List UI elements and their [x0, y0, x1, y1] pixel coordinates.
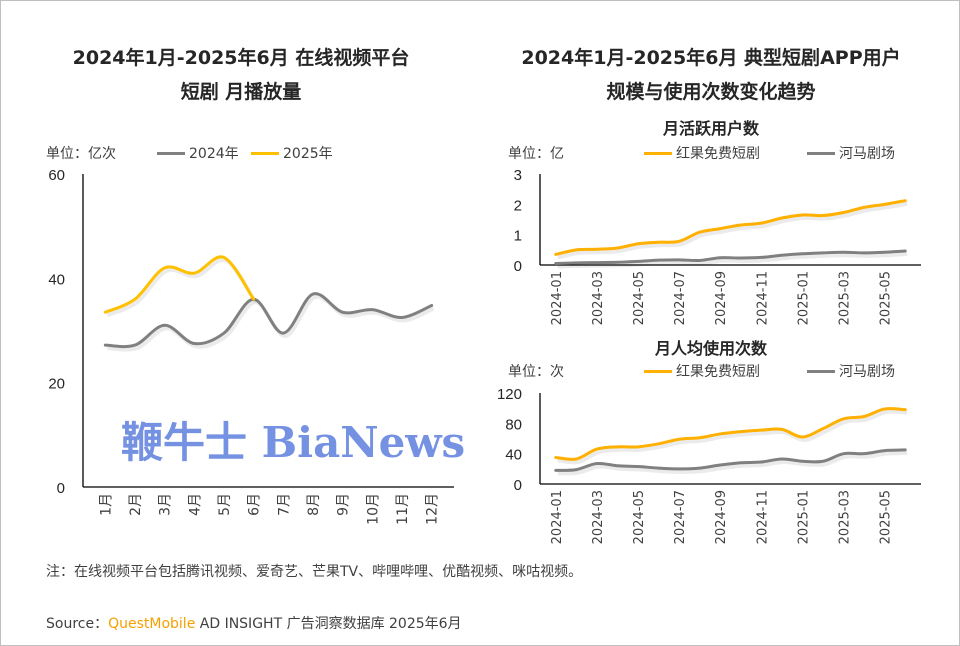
x-tick-label: 2025-03 — [838, 271, 853, 325]
series-line-shadow — [107, 294, 435, 352]
x-tick-label: 2025-05 — [879, 271, 894, 325]
series-line-河马剧场 — [554, 249, 907, 265]
series-line-红果免费短剧 — [554, 407, 907, 461]
mau-unit-label: 单位：亿 — [508, 146, 564, 162]
x-tick-label: 12月 — [425, 493, 441, 525]
right-title-line1: 2024年1月-2025年6月 典型短剧APP用户 — [521, 47, 901, 69]
series-line-河马剧场 — [554, 448, 907, 472]
source-text: AD INSIGHT 广告洞察数据库 2025年6月 — [195, 616, 462, 632]
legend-label: 红果免费短剧 — [676, 364, 760, 380]
left-title-line1: 2024年1月-2025年6月 在线视频平台 — [72, 47, 410, 69]
legend-hongguo: 红果免费短剧 — [644, 143, 760, 163]
legend-2024: 2024年 — [157, 143, 239, 163]
y-tick-label: 120 — [497, 386, 522, 403]
x-tick-label: 2025-03 — [838, 490, 853, 544]
series-line-2025年 — [103, 255, 256, 314]
x-tick-label: 2024-01 — [550, 271, 565, 325]
x-tick-label: 1月 — [98, 493, 114, 516]
legend-label: 2025年 — [283, 146, 333, 162]
legend-swatch-gray — [807, 151, 835, 155]
footnote: 注：在线视频平台包括腾讯视频、爱奇艺、芒果TV、哔哩哔哩、优酷视频、咪咕视频。 — [46, 564, 583, 580]
x-tick-label: 2月 — [128, 493, 144, 516]
y-tick-label: 2 — [514, 197, 522, 214]
source-brand: QuestMobile — [108, 616, 196, 632]
legend-label: 2024年 — [189, 146, 239, 162]
x-tick-label: 2024-01 — [550, 490, 565, 544]
series-line-shadow — [557, 409, 908, 465]
legend-hongguo-2: 红果免费短剧 — [644, 361, 760, 381]
x-tick-label: 2024-05 — [632, 490, 647, 544]
left-unit-label: 单位：亿次 — [46, 146, 116, 162]
x-tick-label: 5月 — [217, 493, 233, 516]
mau-chart-title: 月活跃用户数 — [662, 119, 759, 138]
left-title-line2: 短剧 月播放量 — [180, 81, 302, 103]
legend-label: 河马剧场 — [839, 364, 895, 380]
legend-swatch-gray — [157, 151, 185, 155]
source-label: Source： — [46, 616, 109, 632]
y-tick-label: 0 — [514, 477, 522, 494]
y-tick-label: 3 — [514, 167, 522, 184]
x-tick-label: 7月 — [276, 493, 292, 516]
x-tick-label: 2024-11 — [755, 271, 770, 325]
y-tick-label: 0 — [57, 480, 65, 497]
x-tick-label: 11月 — [395, 493, 411, 525]
x-tick-label: 2024-03 — [591, 271, 606, 325]
x-tick-label: 4月 — [187, 493, 203, 516]
legend-swatch-yellow — [251, 151, 279, 155]
legend-swatch-orange — [644, 151, 672, 155]
y-tick-label: 0 — [514, 258, 522, 275]
right-title-line2: 规模与使用次数变化趋势 — [606, 81, 816, 103]
legend-hema: 河马剧场 — [807, 143, 895, 163]
x-tick-label: 2025-05 — [879, 490, 894, 544]
x-tick-label: 10月 — [365, 493, 381, 525]
series-line-2024年 — [103, 292, 434, 349]
source-line: Source：QuestMobile AD INSIGHT 广告洞察数据库 20… — [46, 613, 462, 633]
x-tick-label: 3月 — [158, 493, 174, 516]
y-tick-label: 80 — [505, 416, 522, 433]
x-tick-label: 2025-01 — [796, 490, 811, 544]
x-tick-label: 2024-07 — [673, 271, 688, 325]
x-tick-label: 2024-03 — [591, 490, 606, 544]
series-line-shadow — [557, 201, 908, 260]
legend-2025: 2025年 — [251, 143, 333, 163]
usage-chart-title: 月人均使用次数 — [654, 339, 767, 358]
legend-label: 红果免费短剧 — [676, 146, 760, 162]
x-tick-label: 2025-01 — [796, 271, 811, 325]
series-line-shadow — [557, 252, 908, 269]
y-tick-label: 20 — [48, 376, 65, 393]
x-tick-label: 6月 — [247, 493, 263, 516]
x-tick-label: 2024-11 — [755, 490, 770, 544]
legend-swatch-gray — [807, 369, 835, 373]
x-tick-label: 2024-05 — [632, 271, 647, 325]
x-tick-label: 2024-09 — [714, 490, 729, 544]
x-tick-label: 8月 — [306, 493, 322, 516]
y-tick-label: 1 — [514, 228, 522, 245]
series-line-shadow — [557, 450, 908, 476]
x-tick-label: 2024-07 — [673, 490, 688, 544]
series-line-红果免费短剧 — [554, 199, 907, 256]
bianews-watermark: 鞭牛士 BiaNews — [121, 418, 466, 467]
x-tick-label: 2024-09 — [714, 271, 729, 325]
legend-label: 河马剧场 — [839, 146, 895, 162]
x-tick-label: 9月 — [336, 493, 352, 516]
usage-unit-label: 单位：次 — [508, 364, 564, 380]
y-tick-label: 40 — [505, 447, 522, 464]
legend-swatch-orange — [644, 369, 672, 373]
y-tick-label: 40 — [48, 271, 65, 288]
legend-hema-2: 河马剧场 — [807, 361, 895, 381]
y-tick-label: 60 — [48, 167, 65, 184]
